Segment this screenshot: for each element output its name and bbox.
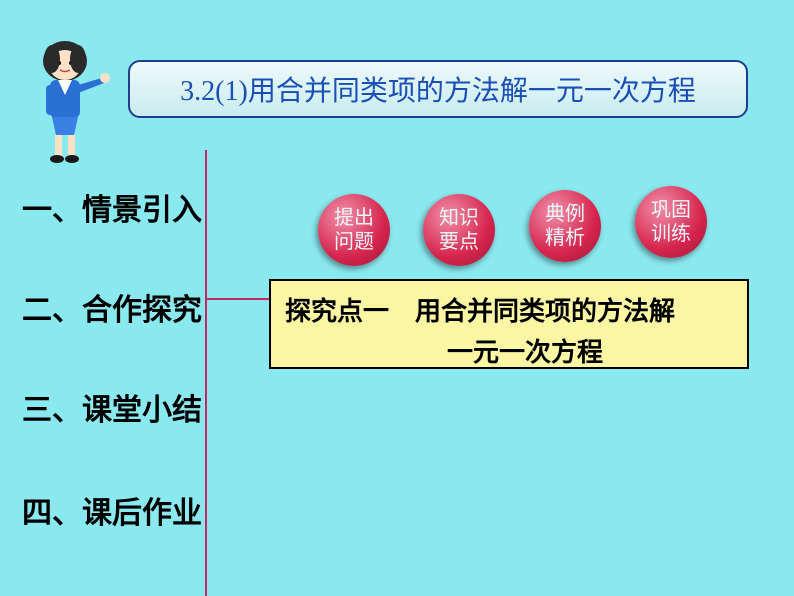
- bubble-label: 知识要点: [439, 206, 479, 254]
- title-box: 3.2(1)用合并同类项的方法解一元一次方程: [128, 60, 748, 118]
- horizontal-connector: [207, 298, 269, 300]
- bubble-4[interactable]: 巩固训练: [635, 186, 707, 258]
- bubble-2[interactable]: 知识要点: [423, 194, 495, 266]
- bubble-label: 巩固训练: [651, 198, 691, 246]
- bubble-3[interactable]: 典例精析: [529, 190, 601, 262]
- nav-item-2[interactable]: 二、合作探究: [22, 285, 202, 329]
- explore-line1: 探究点一 用合并同类项的方法解: [285, 291, 733, 328]
- nav-item-4[interactable]: 四、课后作业: [22, 488, 202, 532]
- nav-item-3[interactable]: 三、课堂小结: [22, 385, 202, 429]
- nav-item-1[interactable]: 一、情景引入: [22, 185, 202, 229]
- teacher-illustration: [20, 35, 110, 165]
- bubble-1[interactable]: 提出问题: [318, 194, 390, 266]
- vertical-divider: [205, 150, 207, 596]
- explore-text1: 用合并同类项的方法解: [415, 297, 675, 326]
- explore-box: 探究点一 用合并同类项的方法解 一元一次方程: [269, 279, 749, 369]
- explore-line2: 一元一次方程: [285, 332, 733, 369]
- bubble-label: 提出问题: [334, 206, 374, 254]
- explore-label: 探究点一: [285, 297, 389, 326]
- bubble-label: 典例精析: [545, 202, 585, 250]
- page-title: 3.2(1)用合并同类项的方法解一元一次方程: [180, 69, 696, 109]
